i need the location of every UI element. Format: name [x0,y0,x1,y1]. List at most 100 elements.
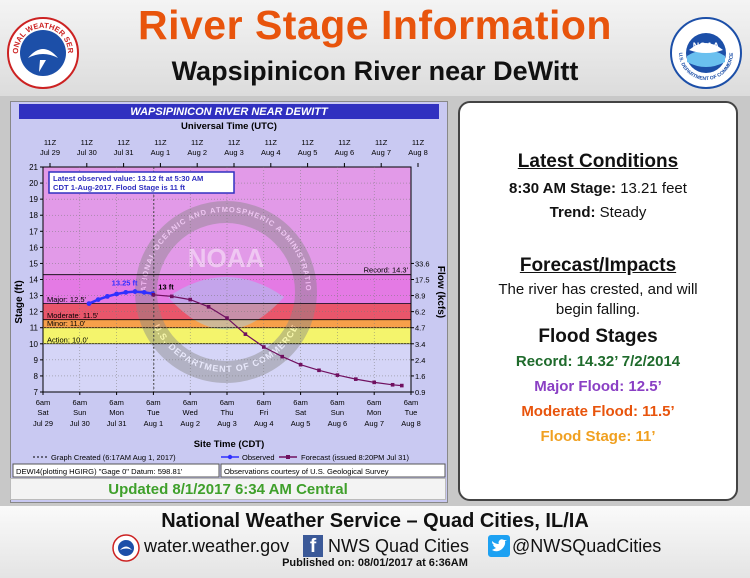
flow-tick-label: 33.6 [415,259,430,268]
forecast-point [372,380,376,385]
utc-tick-date: Aug 1 [151,148,171,157]
facebook-icon: f [303,535,323,557]
latest-conditions-heading: Latest Conditions [517,151,679,172]
x-tick-day: Tue [147,408,160,417]
x-tick-day: Thu [221,408,234,417]
forecast-text-2: begin falling. [555,301,641,318]
threshold-label-minor: Minor: 11.0' [47,319,86,328]
x-tick-date: Aug 3 [217,419,237,428]
stage-tick-label: 17 [29,227,38,236]
observed-point [123,289,129,295]
facebook-link[interactable]: NWS Quad Cities [328,536,470,556]
x-tick-time: 6am [36,398,51,407]
x-tick-day: Mon [109,408,124,417]
x-tick-date: Aug 4 [254,419,274,428]
utc-tick-date: Aug 2 [187,148,207,157]
stage-tick-label: 19 [29,195,38,204]
header: NATIONAL WEATHER SERVICE River Stage Inf… [0,0,750,96]
utc-tick-date: Aug 4 [261,148,281,157]
x-tick-day: Wed [183,408,198,417]
flow-ticks: 0.9 1.6 2.4 3.4 4.7 6.2 8.9 17.5 33.6 [411,259,430,397]
utc-tick-date: Aug 3 [224,148,244,157]
threshold-label-record: Record: 14.3' [364,266,409,275]
stage-tick-label: 15 [29,259,38,268]
stage-tick-label: 13 [29,292,38,301]
info-panel: Latest Conditions 8:30 AM Stage: 13.21 f… [458,101,738,501]
x-tick-date: Aug 1 [144,419,164,428]
forecast-point [400,383,404,388]
updated-timestamp: Updated 8/1/2017 6:34 AM Central [10,478,446,500]
x-tick-date: Aug 8 [401,419,421,428]
x-tick-time: 6am [404,398,419,407]
observed-point [95,297,101,302]
latest-value-box [48,171,235,194]
observed-point [86,301,92,307]
major-flood-stage: Major Flood: 12.5’ [534,378,662,395]
utc-tick-time: 11Z [81,138,94,147]
utc-tick-date: Jul 31 [114,148,134,157]
forecast-point [151,292,156,297]
stage-tick-label: 10 [29,340,38,349]
stage-tick-label: 16 [29,243,38,252]
site-time-label: Site Time (CDT) [194,439,265,450]
utc-tick-time: 11Z [412,138,425,147]
stage-tick-label: 8 [34,372,39,381]
latest-value-line-1: Latest observed value: 13.12 ft at 5:30 … [53,174,203,183]
footer: National Weather Service – Quad Cities, … [0,506,750,578]
flow-tick-label: 17.5 [415,276,430,285]
trend: Trend: Steady [549,204,647,221]
published-timestamp: Published on: 08/01/2017 at 6:36AM [282,557,468,569]
x-tick-time: 6am [109,398,124,407]
utc-tick-date: Aug 8 [408,148,428,157]
threshold-label-moderate: Moderate: 11.5' [47,311,99,320]
x-tick-day: Tue [405,408,418,417]
stage-ticks: 7 8 9 10 11 12 13 14 15 16 17 18 19 20 21 [29,163,43,397]
x-tick-day: Sun [73,408,86,417]
forecast-point [390,382,395,387]
utc-tick-time: 11Z [44,138,57,147]
flow-tick-label: 4.7 [415,324,425,333]
x-tick-day: Sat [37,408,49,417]
website-link[interactable]: water.weather.gov [144,536,290,556]
hydrograph-chart: WAPSIPINICON RIVER NEAR DEWITT Universal… [8,95,447,502]
flow-tick-label: 8.9 [415,292,425,301]
svg-text:NOAA: NOAA [188,243,265,273]
flow-tick-label: 6.2 [415,308,425,317]
stage-axis-label: Stage (ft) [14,280,25,323]
forecast-point [298,362,303,367]
x-tick-date: Aug 5 [291,419,311,428]
forecast-point [188,297,192,302]
x-tick-time: 6am [330,398,345,407]
twitter-link[interactable]: @NWSQuadCities [512,536,662,556]
forecast-point [243,332,248,336]
annotations: 13.25 ft 13 ft [112,279,175,292]
forecast-point [317,368,321,373]
forecast-point [262,345,266,349]
x-tick-time: 6am [73,398,88,407]
observed-point [141,289,147,295]
threshold-label-major: Major: 12.5' [47,295,87,304]
record-stage: Record: 14.32’ 7/2/2014 [515,353,681,370]
observed-point [132,289,138,294]
grid [43,167,411,392]
noaa-seal-icon: NOAA U.S. DEPARTMENT OF COMMERCE [670,17,742,89]
stage-tick-label: 11 [30,324,39,333]
stage-tick-label: 20 [29,179,38,188]
utc-tick-date: Jul 30 [77,148,97,157]
usgs-note: Observations courtesy of U.S. Geological… [224,467,389,476]
x-tick-date: Jul 31 [107,419,127,428]
flood-stage: Flood Stage: 11’ [540,428,656,445]
latest-value-line-2: CDT 1-Aug-2017. Flood Stage is 11 ft [53,183,186,192]
flow-tick-label: 0.9 [415,388,425,397]
flow-axis-label: Flow (kcfs) [435,266,446,318]
stage-tick-label: 12 [29,308,38,317]
forecast-point [206,305,211,309]
current-stage: 8:30 AM Stage: 13.21 feet [509,180,687,197]
x-tick-time: 6am [220,398,235,407]
series [86,289,404,388]
x-tick-date: Aug 7 [364,419,384,428]
svg-text:NOAA: NOAA [693,41,720,51]
x-tick-date: Jul 30 [70,419,90,428]
